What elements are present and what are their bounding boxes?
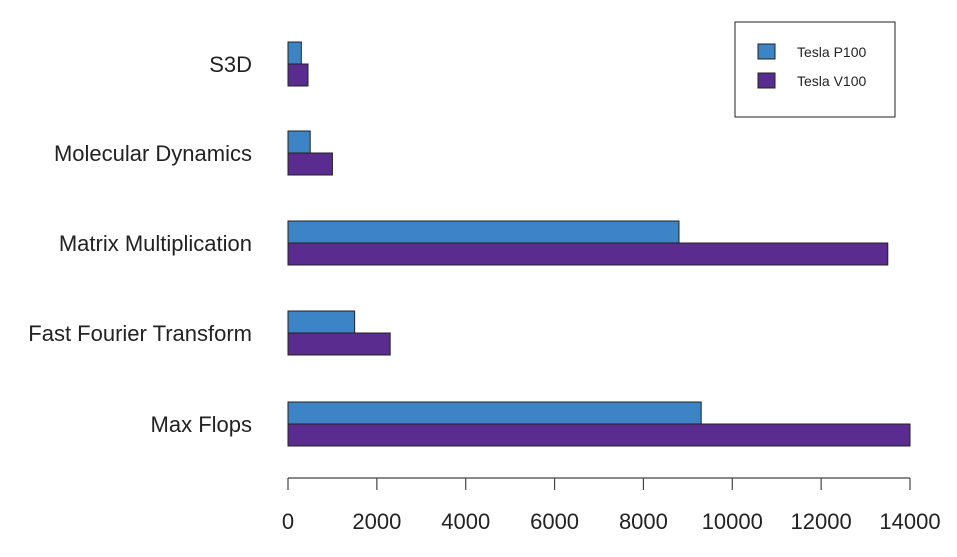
bar-s3d-tesla-v100 (287, 63, 309, 87)
bar-s3d-tesla-p100 (287, 41, 302, 65)
category-label-max-flops: Max Flops (151, 412, 252, 437)
bar-molecular-dynamics-tesla-v100 (287, 152, 333, 176)
x-tick-label-2000: 2000 (352, 509, 401, 534)
bar-fast-fourier-transform-tesla-p100 (287, 310, 356, 334)
category-label-matrix-multiplication: Matrix Multiplication (59, 231, 252, 256)
x-axis: 0 2000 4000 6000 8000 10000 12000 14000 (282, 477, 941, 534)
bar-molecular-dynamics-tesla-p100 (287, 130, 311, 154)
legend-swatch-tesla-v100 (757, 72, 776, 89)
category-label-fast-fourier-transform: Fast Fourier Transform (28, 321, 252, 346)
x-tick-label-14000: 14000 (879, 509, 940, 534)
category-label-molecular-dynamics: Molecular Dynamics (54, 141, 252, 166)
legend-label-tesla-v100: Tesla V100 (797, 73, 866, 89)
x-tick-label-4000: 4000 (441, 509, 490, 534)
bar-fast-fourier-transform-tesla-v100 (287, 332, 391, 356)
category-labels: S3D Molecular Dynamics Matrix Multiplicati… (28, 52, 252, 437)
x-tick-label-6000: 6000 (530, 509, 579, 534)
x-tick-label-0: 0 (282, 509, 294, 534)
bar-max-flops-tesla-p100 (287, 401, 702, 425)
bar-max-flops-tesla-v100 (287, 423, 911, 447)
category-label-s3d: S3D (209, 52, 252, 77)
bar-matrix-multiplication-tesla-p100 (287, 220, 680, 244)
x-tick-label-10000: 10000 (702, 509, 763, 534)
bars-group (287, 41, 911, 447)
legend-box (734, 21, 896, 118)
x-tick-label-12000: 12000 (791, 509, 852, 534)
legend: Tesla P100 Tesla V100 (734, 21, 896, 118)
legend-label-tesla-p100: Tesla P100 (797, 44, 866, 60)
x-tick-label-8000: 8000 (619, 509, 668, 534)
legend-swatch-tesla-p100 (757, 43, 776, 60)
bar-matrix-multiplication-tesla-v100 (287, 242, 889, 266)
